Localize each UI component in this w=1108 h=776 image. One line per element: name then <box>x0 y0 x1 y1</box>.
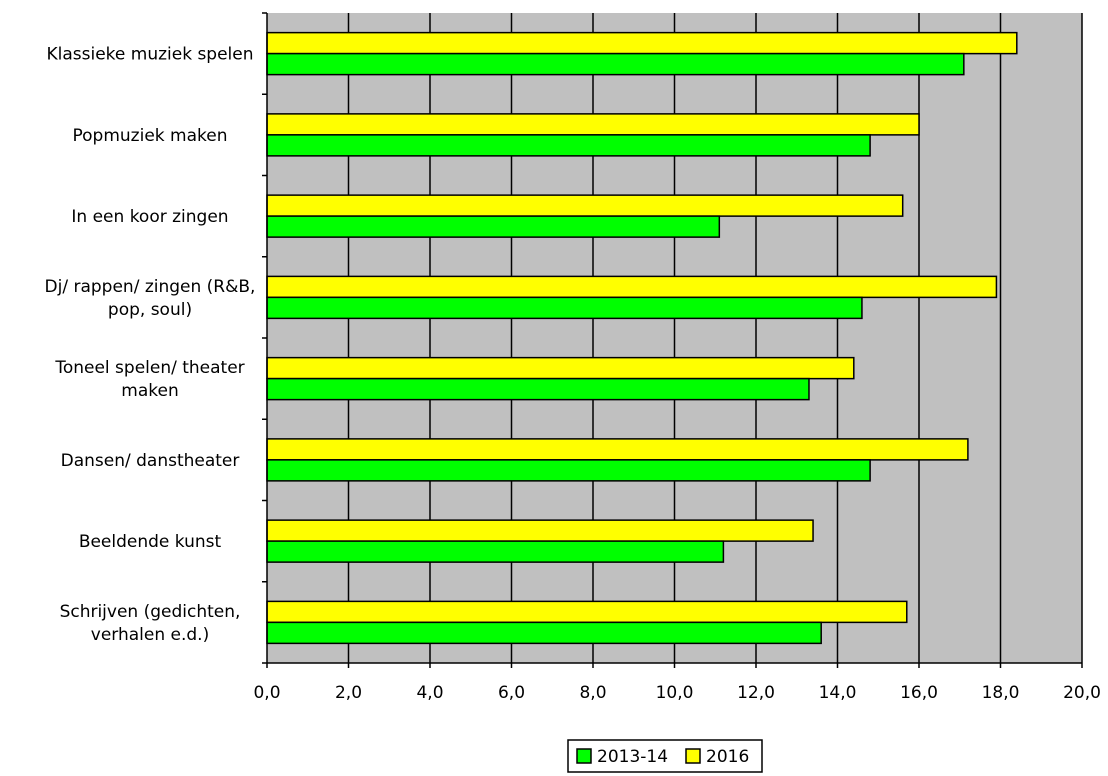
category-label: Schrijven (gedichten, verhalen e.d.) <box>60 602 241 645</box>
x-tick-label: 20,0 <box>1063 683 1101 703</box>
category-label: Klassieke muziek spelen <box>46 45 253 65</box>
axes <box>262 12 1083 668</box>
legend-box <box>567 739 763 773</box>
x-tick-label: 4,0 <box>416 683 443 703</box>
category-label: Popmuziek maken <box>73 126 228 146</box>
x-tick-label: 16,0 <box>900 683 938 703</box>
bar-2013-14-5 <box>266 459 871 482</box>
x-tick-labels: 0,0 2,0 4,0 6,0 8,0 10,0 12,0 14,0 16,0 18,0 20,0 <box>253 683 1100 703</box>
legend-label-2013-14: 2013-14 <box>597 747 668 767</box>
legend: 2013-14 2016 <box>567 739 763 773</box>
legend-swatch-2016 <box>685 748 701 764</box>
x-tick-label: 6,0 <box>498 683 525 703</box>
bar-2013-14-3 <box>266 296 863 320</box>
category-label: Dj/ rappen/ zingen (R&B, pop, soul) <box>45 277 256 320</box>
bar-2013-14-6 <box>266 540 725 563</box>
bars <box>266 31 1018 645</box>
bar-2013-14-2 <box>266 215 721 238</box>
category-label: Beeldende kunst <box>79 532 222 552</box>
bar-2013-14-1 <box>266 134 871 157</box>
bar-2013-14-0 <box>266 52 965 76</box>
bar-2016-5 <box>266 438 969 461</box>
bar-2016-1 <box>266 113 920 136</box>
x-tick-label: 2,0 <box>335 683 362 703</box>
x-tick-label: 10,0 <box>656 683 694 703</box>
x-tick-label: 12,0 <box>737 683 775 703</box>
bar-2016-3 <box>266 275 998 299</box>
category-label: Toneel spelen/ theater maken <box>54 358 244 401</box>
x-tick-label: 0,0 <box>253 683 280 703</box>
x-tick-label: 8,0 <box>579 683 606 703</box>
x-tick-label: 14,0 <box>819 683 857 703</box>
bar-2016-6 <box>266 519 814 542</box>
category-labels: Klassieke muziek spelen Popmuziek maken In… <box>45 45 256 645</box>
category-label: Dansen/ danstheater <box>61 451 240 471</box>
bar-2016-0 <box>266 31 1018 55</box>
legend-swatch-2013-14 <box>576 748 592 764</box>
bar-2016-2 <box>266 194 904 217</box>
bar-2013-14-4 <box>266 377 810 401</box>
legend-label-2016: 2016 <box>706 747 749 767</box>
bar-2016-4 <box>266 356 855 380</box>
x-tick-label: 18,0 <box>982 683 1020 703</box>
bar-2013-14-7 <box>266 621 822 645</box>
bar-2016-7 <box>266 600 908 624</box>
category-label: In een koor zingen <box>71 207 228 227</box>
